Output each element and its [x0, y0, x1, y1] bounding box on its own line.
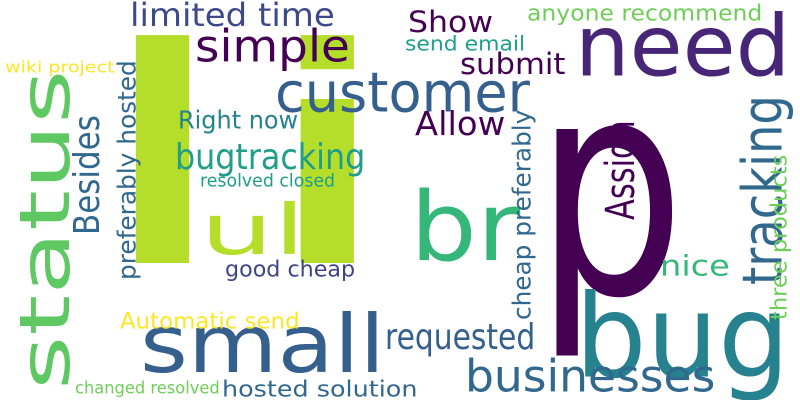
word-assign: Assign — [596, 120, 644, 220]
word-good-cheap: good cheap — [225, 256, 356, 282]
word-need: need — [575, 0, 791, 97]
word-requested: requested — [385, 317, 536, 358]
word-send-email: send email — [405, 33, 526, 56]
word-simple: simple — [195, 20, 350, 73]
word-limited-time: limited time — [130, 0, 335, 34]
word-customer: customer — [275, 59, 530, 125]
word-businesses: businesses — [465, 350, 716, 400]
word-besides: Besides — [67, 115, 108, 235]
word-automatic-send: Automatic send — [120, 308, 300, 334]
word-anyone-recommend: anyone recommend — [527, 0, 763, 26]
word-resolved-closed: resolved closed — [200, 170, 336, 191]
word-br: br — [410, 172, 521, 283]
word-wiki-project: wiki project — [5, 58, 115, 77]
word-three-products: three products — [766, 154, 792, 320]
word-li: li — [80, 0, 410, 335]
word-changed-resolved: changed resolved — [75, 378, 220, 398]
word-bug: bug — [575, 270, 790, 400]
word-bugtracking: bugtracking — [175, 137, 366, 178]
word-preferably-hosted: preferably hosted — [112, 60, 142, 280]
word-cheap-preferably: cheap preferably — [507, 109, 537, 320]
word-p: p — [535, 15, 685, 365]
word-hosted-solution: hosted solution — [222, 376, 418, 400]
word-small: small — [140, 298, 386, 392]
word-show: Show — [408, 5, 494, 40]
word-ul: ul — [200, 188, 306, 271]
word-right-now: Right now — [178, 105, 299, 135]
word-nice: nice — [660, 249, 730, 283]
word-allow: Allow — [415, 104, 506, 143]
word-submit: submit — [460, 47, 566, 82]
